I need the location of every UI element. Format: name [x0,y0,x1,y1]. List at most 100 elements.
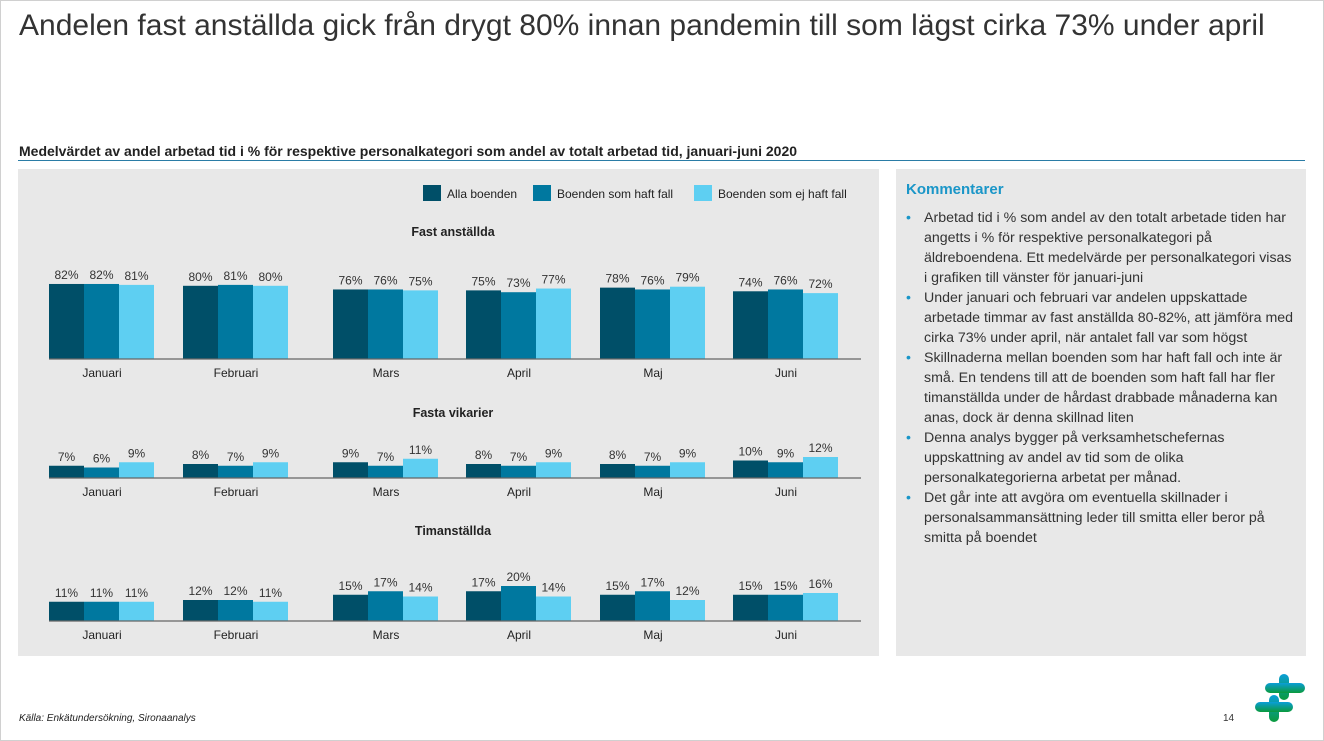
data-label: 16% [808,577,832,591]
bar [670,462,705,478]
month-label: April [507,366,531,380]
data-label: 8% [609,448,627,462]
bar [368,591,403,621]
bar [49,283,84,359]
comment-item: Skillnaderna mellan boenden som har haft… [906,348,1296,428]
data-label: 76% [773,273,797,287]
page-title: Andelen fast anställda gick från drygt 8… [19,9,1265,42]
bar [183,464,218,478]
comment-item: Arbetad tid i % som andel av den totalt … [906,208,1296,288]
chart-panel: Alla boenden Boenden som haft fall Boenden… [18,169,879,656]
data-label: 12% [223,584,247,598]
data-label: 9% [545,446,563,460]
data-label: 78% [605,272,629,286]
bar [218,284,253,359]
data-label: 15% [773,579,797,593]
month-label: April [507,485,531,499]
month-label: April [507,628,531,642]
panel-title: Fast anställda [411,225,495,239]
month-label: Maj [643,485,662,499]
data-label: 7% [377,450,395,464]
data-label: 76% [640,273,664,287]
data-label: 12% [808,441,832,455]
month-label: Maj [643,628,662,642]
data-label: 80% [258,270,282,284]
data-label: 20% [506,570,530,584]
bar [635,591,670,621]
bar [253,462,288,478]
bar [501,292,536,359]
month-label: Februari [214,628,259,642]
month-label: Juni [775,628,797,642]
data-label: 11% [259,586,282,600]
bar [768,289,803,359]
bar [84,467,119,478]
legend-label: Alla boenden [447,187,517,201]
data-label: 12% [188,584,212,598]
month-label: Januari [82,366,121,380]
month-label: Juni [775,485,797,499]
data-label: 17% [471,575,495,589]
data-label: 8% [192,448,210,462]
month-label: Januari [82,628,121,642]
data-label: 12% [675,584,699,598]
bar [403,290,438,359]
month-label: Februari [214,485,259,499]
comments-panel: Kommentarer Arbetad tid i % som andel av… [896,169,1306,656]
data-label: 9% [342,446,360,460]
data-label: 15% [738,579,762,593]
data-label: 7% [227,450,245,464]
bar [733,460,768,478]
data-label: 9% [262,446,280,460]
data-label: 75% [408,274,432,288]
bar [635,289,670,359]
bar [333,289,368,359]
data-label: 11% [55,586,78,600]
bar [600,464,635,478]
bar [768,594,803,621]
bar [253,601,288,621]
bar [119,284,154,359]
bar [501,586,536,621]
month-label: Mars [373,485,400,499]
data-label: 82% [89,268,113,282]
data-label: 7% [644,450,662,464]
panel-title: Timanställda [415,524,492,538]
legend-label: Boenden som haft fall [557,187,673,201]
bar [403,596,438,621]
data-label: 15% [605,579,629,593]
bar [333,594,368,621]
data-label: 9% [679,446,697,460]
bar [768,462,803,478]
bar [670,600,705,621]
data-label: 15% [338,579,362,593]
month-label: Mars [373,366,400,380]
bar [733,594,768,621]
data-label: 6% [93,452,111,466]
data-label: 76% [373,273,397,287]
bar [119,601,154,621]
month-label: Mars [373,628,400,642]
bar [501,465,536,478]
data-label: 80% [188,270,212,284]
bar [119,462,154,478]
chart-subtitle: Medelvärdet av andel arbetad tid i % för… [19,143,798,159]
data-label: 7% [58,450,76,464]
data-label: 14% [408,581,432,595]
bar [183,600,218,621]
data-label: 77% [541,273,565,287]
bar [466,464,501,478]
data-label: 11% [125,586,148,600]
bar [368,465,403,478]
data-label: 72% [808,277,832,291]
bar [466,290,501,359]
data-label: 73% [506,276,530,290]
bar [536,462,571,478]
data-label: 8% [475,448,493,462]
bar [333,462,368,478]
data-label: 10% [738,445,762,459]
month-label: Februari [214,366,259,380]
page-number: 14 [1223,713,1235,724]
data-label: 11% [409,443,432,457]
bar [536,288,571,359]
